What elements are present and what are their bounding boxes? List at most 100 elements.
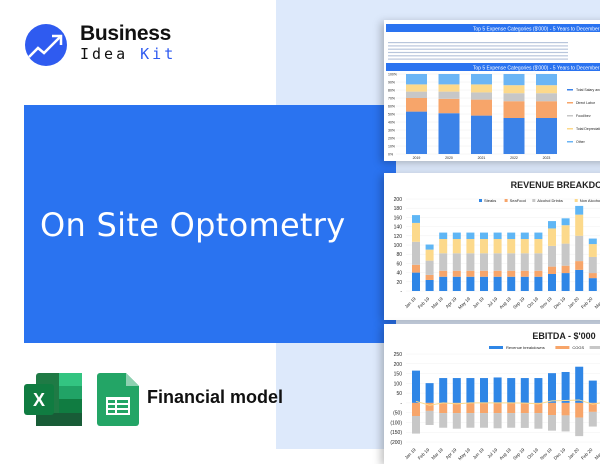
bar-segment	[503, 118, 525, 154]
bar-segment	[466, 270, 475, 277]
bar-segment	[412, 264, 420, 273]
legend-label: Total Depreciation	[576, 127, 600, 131]
y-tick-label: 100%	[388, 73, 397, 77]
bar-opex	[575, 417, 584, 437]
bar-segment	[503, 85, 525, 94]
bar-opex	[425, 410, 434, 425]
bar-segment	[406, 74, 427, 85]
x-tick-label: Feb 20	[580, 296, 594, 310]
bar-opex	[466, 413, 475, 428]
legend-swatch	[489, 346, 503, 349]
x-tick-label: Mar 20	[594, 296, 600, 310]
y-tick-label: 150	[394, 372, 403, 378]
y-tick-label: 100	[394, 243, 403, 249]
bar-opex	[452, 413, 461, 429]
expense-chart: Top 5 Expense Categories ($'000) - 5 Yea…	[386, 24, 600, 160]
bar-segment	[507, 270, 516, 277]
bar-segment	[480, 276, 488, 291]
bar-segment	[438, 91, 460, 99]
bar-segment	[466, 239, 475, 254]
bar-revenue	[520, 378, 529, 403]
x-tick-label: Aug 19	[498, 296, 512, 310]
bar-segment	[534, 276, 543, 291]
legend-label: Revenue breakdowns	[506, 345, 545, 350]
y-tick-label: (100)	[390, 420, 402, 426]
ebitda-chart: EBITDA - $'000 (200) (150) (100) (50) - 50 100 1…	[390, 331, 600, 461]
y-tick-label: 140	[394, 225, 403, 231]
ebitda-chart-card: EBITDA - $'000 (200) (150) (100) (50) - 50 100 1…	[384, 324, 600, 464]
bar-revenue	[480, 378, 488, 403]
bar-segment	[439, 253, 448, 271]
x-tick-label: Jan 19	[404, 296, 417, 309]
bar-segment	[536, 74, 557, 86]
bar-revenue	[493, 377, 502, 403]
bar-segment	[493, 232, 502, 240]
y-tick-label: 80%	[388, 89, 395, 93]
bar-segment	[588, 244, 597, 257]
bar-segment	[493, 253, 502, 271]
bar-segment	[561, 225, 570, 244]
y-tick-label: 180	[394, 206, 403, 212]
bar-segment	[452, 253, 461, 271]
bar-segment	[412, 272, 420, 291]
y-tick-label: 90%	[388, 81, 395, 85]
legend-swatch	[532, 199, 536, 202]
y-tick-label: 30%	[388, 129, 395, 133]
x-tick-label: 2023	[543, 156, 551, 160]
bar-segment	[438, 74, 460, 85]
bar-segment	[520, 270, 529, 277]
bar-segment	[520, 239, 529, 254]
bar-segment	[425, 244, 434, 250]
y-tick-label: 60%	[388, 105, 395, 109]
bar-segment	[503, 74, 525, 86]
legend-label: Total Salary and Wages	[576, 88, 600, 92]
bar-segment	[548, 228, 556, 246]
table-title-bar	[386, 24, 600, 32]
bar-opex	[561, 415, 570, 432]
x-tick-label: 2020	[445, 156, 453, 160]
x-tick-label: Oct 19	[526, 296, 539, 309]
y-tick-label: 0%	[388, 153, 393, 157]
legend-swatch	[574, 199, 578, 202]
bar-segment	[503, 101, 525, 118]
bar-segment	[406, 98, 427, 112]
legend-label: Steaks	[484, 198, 496, 203]
bar-segment	[588, 238, 597, 245]
excel-icon: X	[24, 373, 82, 426]
bar-segment	[412, 241, 420, 265]
bar-segment	[493, 270, 502, 277]
bar-cogs	[466, 402, 475, 414]
y-tick-label: 200	[394, 362, 403, 368]
bar-segment	[575, 214, 584, 236]
bar-segment	[507, 276, 516, 291]
bar-segment	[536, 118, 557, 154]
y-tick-label: 160	[394, 215, 403, 221]
bar-segment	[425, 274, 434, 280]
bar-segment	[452, 276, 461, 291]
y-tick-label: 10%	[388, 145, 395, 149]
chart-title: EBITDA - $'000	[532, 331, 595, 341]
x-tick-label: 2019	[413, 156, 421, 160]
bar-segment	[406, 84, 427, 92]
bar-segment	[588, 256, 597, 274]
x-tick-label: Jan 20	[567, 296, 580, 309]
bar-opex	[534, 413, 543, 429]
bar-segment	[536, 93, 557, 102]
x-tick-label: May 19	[457, 296, 471, 310]
bar-segment	[466, 253, 475, 271]
bar-cogs	[452, 402, 461, 414]
table-row	[388, 51, 568, 54]
bar-segment	[548, 245, 556, 267]
x-tick-label: Mar 19	[430, 296, 444, 310]
bar-segment	[471, 99, 492, 116]
bar-segment	[439, 232, 448, 240]
chart-title: Top 5 Expense Categories ($'000) - 5 Yea…	[473, 66, 600, 72]
bar-revenue	[439, 378, 448, 403]
ebitda-line	[415, 399, 600, 406]
bar-revenue	[507, 378, 516, 403]
bar-opex	[507, 413, 516, 428]
bar-segment	[536, 101, 557, 118]
x-tick-label: 2021	[478, 156, 486, 160]
google-sheets-icon	[97, 373, 139, 426]
legend-swatch	[567, 115, 573, 117]
